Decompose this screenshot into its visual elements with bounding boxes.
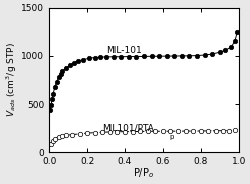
X-axis label: P/P$_o$: P/P$_o$	[134, 166, 154, 180]
Text: MIL101/PTA: MIL101/PTA	[102, 124, 154, 133]
Text: MIL-101: MIL-101	[106, 46, 142, 55]
Y-axis label: $V_{ads}$ (cm$^3$/g STP): $V_{ads}$ (cm$^3$/g STP)	[4, 43, 18, 117]
Text: p: p	[170, 134, 174, 140]
